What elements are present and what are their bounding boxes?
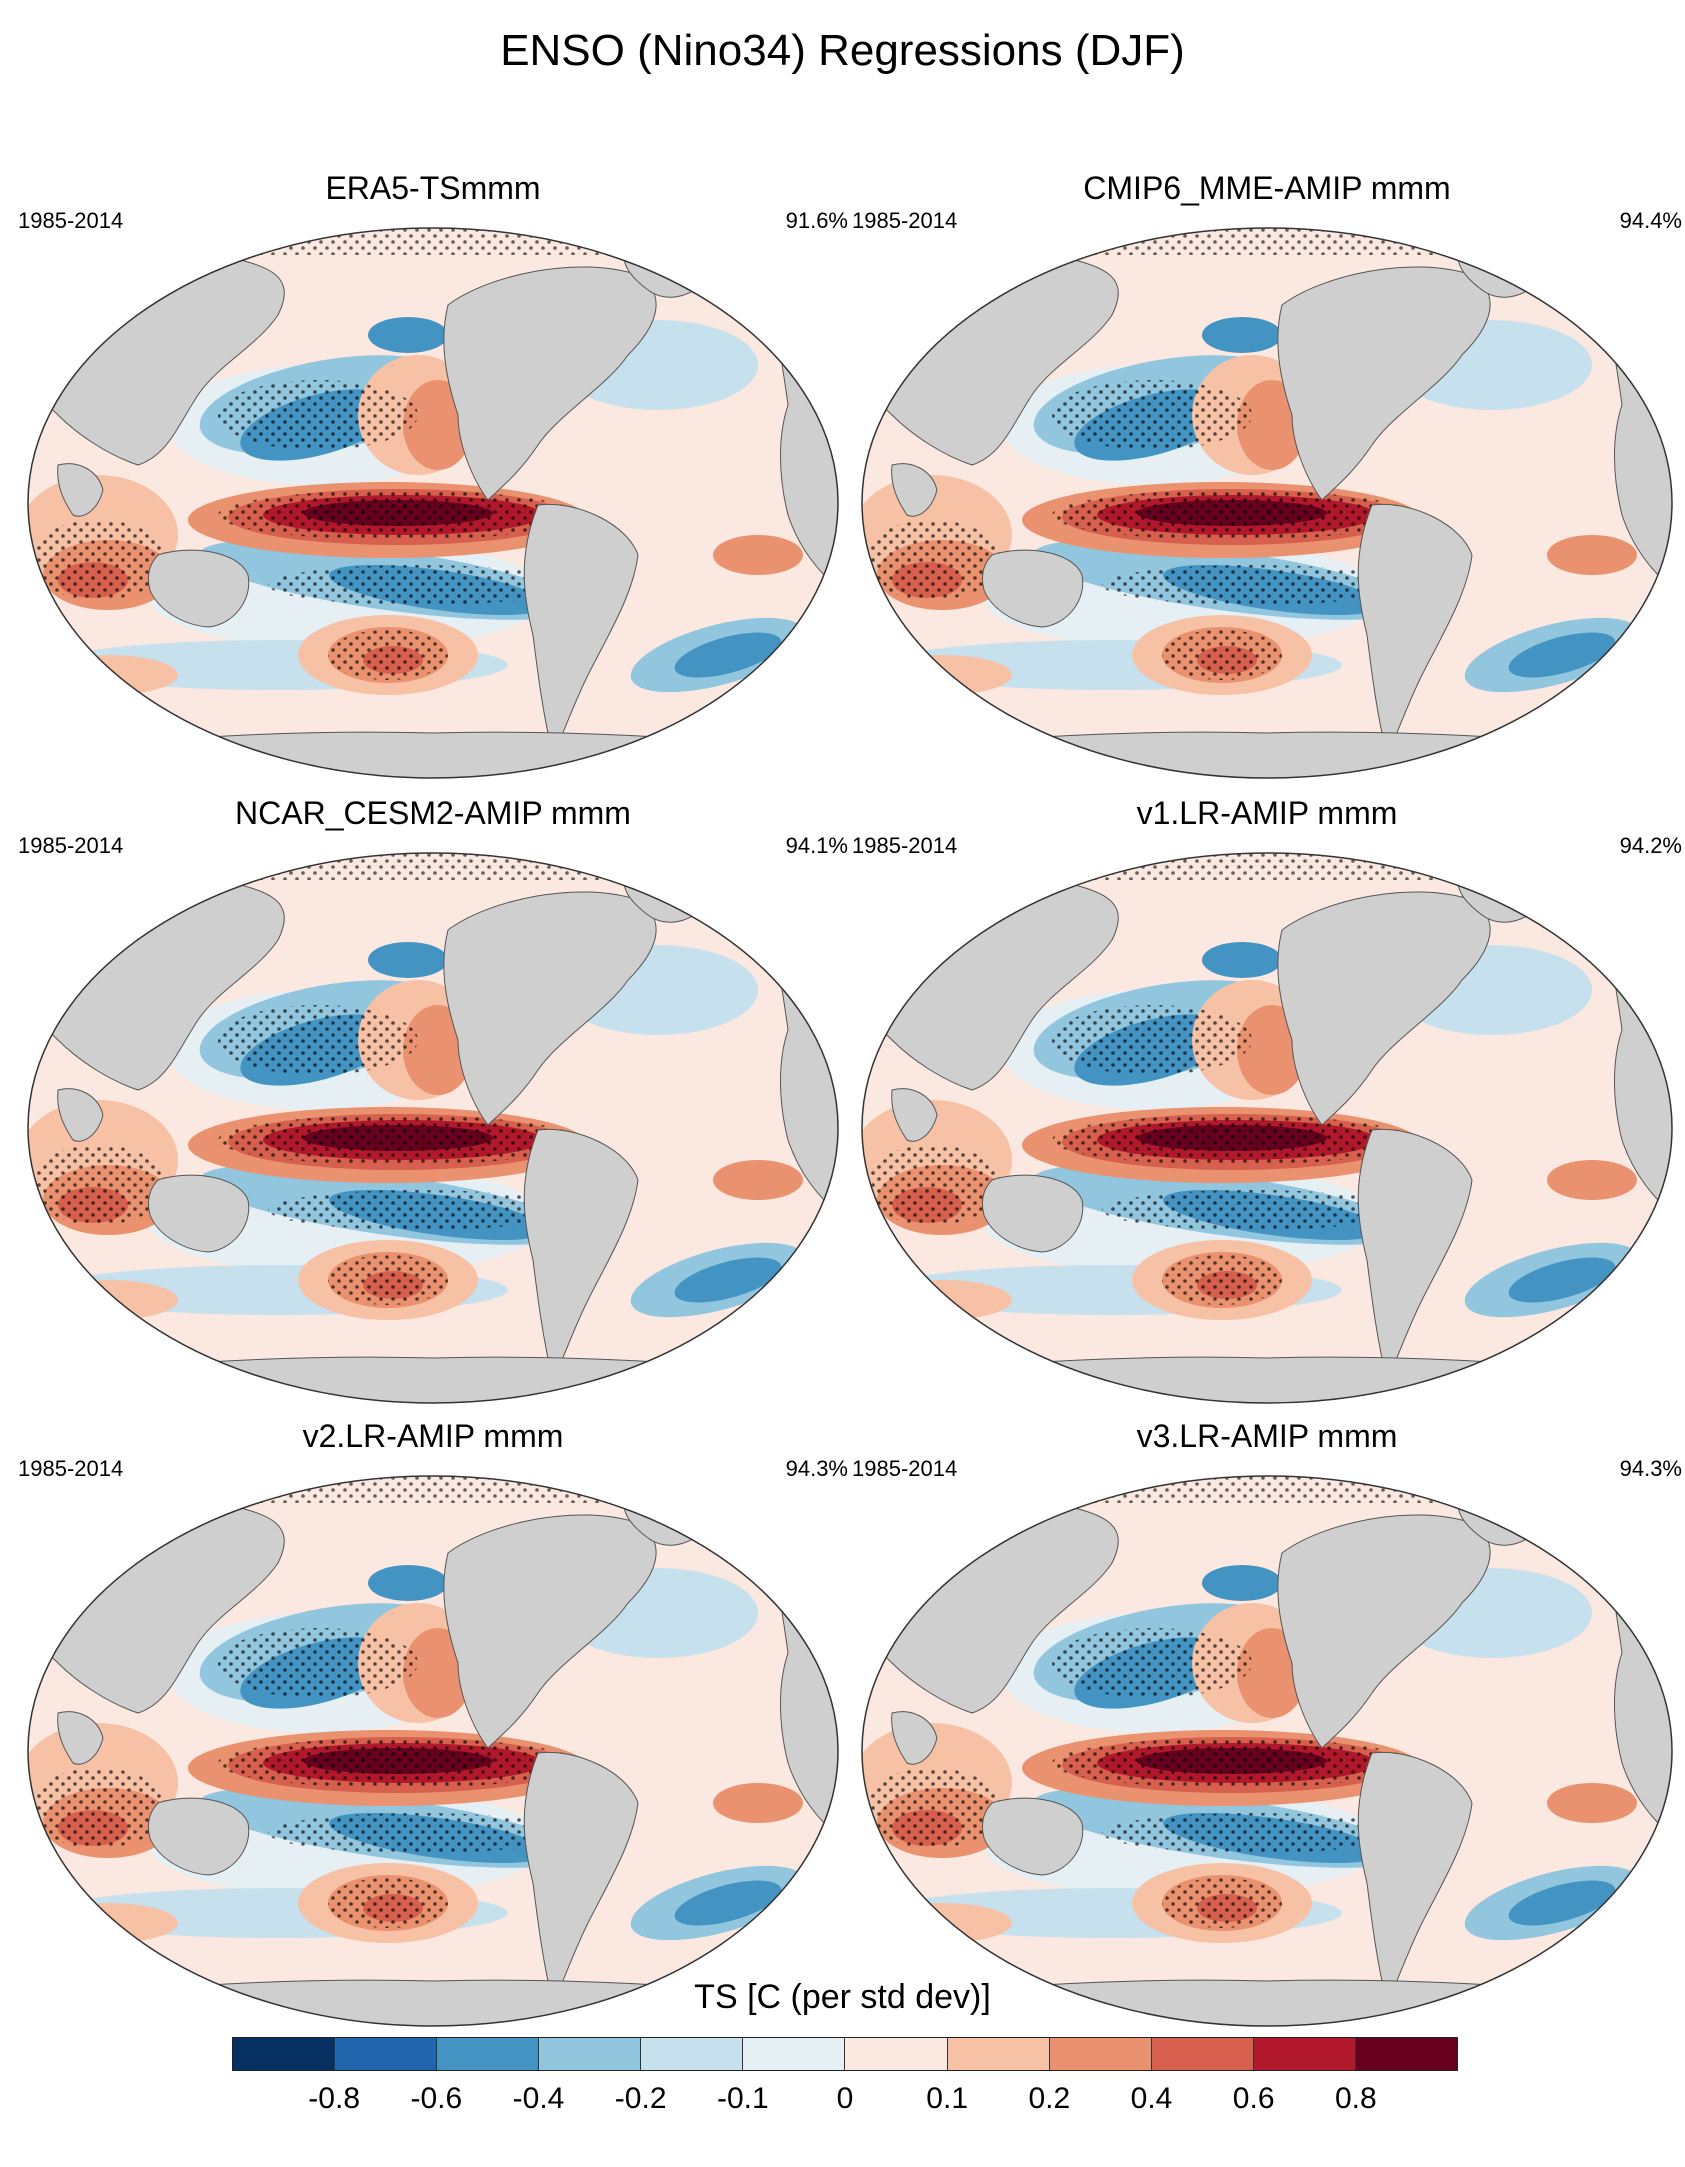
colorbar-segment <box>233 2038 336 2070</box>
colorbar-segment <box>743 2038 846 2070</box>
period-label: 1985-2014 <box>18 208 124 233</box>
period-label: 1985-2014 <box>852 833 958 858</box>
colorbar-segment <box>845 2038 948 2070</box>
pattern-correlation-label: 91.6% <box>785 208 848 233</box>
panel-title: CMIP6_MME-AMIP mmm <box>1083 170 1451 206</box>
panel-title: v3.LR-AMIP mmm <box>1136 1418 1398 1454</box>
colorbar-segment <box>437 2038 540 2070</box>
colorbar-segment <box>1151 2038 1254 2070</box>
map-panel-2: CMIP6_MME-AMIP mmm 1985-2014 94.4% <box>852 170 1682 790</box>
pattern-correlation-label: 94.1% <box>785 833 848 858</box>
colorbar-tick-label: 0.6 <box>1232 2082 1275 2115</box>
colorbar-tick-label: 0.8 <box>1334 2082 1377 2115</box>
colorbar-tick-label: 0.1 <box>926 2082 969 2115</box>
regression-map <box>861 852 1673 1404</box>
panel-title: NCAR_CESM2-AMIP mmm <box>235 795 631 831</box>
map-panel-6: v3.LR-AMIP mmm 1985-2014 94.3% <box>852 1418 1682 2038</box>
colorbar-title: TS [C (per std dev)] <box>694 1978 991 2016</box>
colorbar-tick-label: -0.6 <box>410 2082 463 2115</box>
panel-title: ERA5-TSmmm <box>325 170 541 206</box>
period-label: 1985-2014 <box>852 1456 958 1481</box>
colorbar-segment <box>539 2038 642 2070</box>
colorbar-segment <box>1253 2038 1356 2070</box>
colorbar-tick-label: 0.4 <box>1130 2082 1173 2115</box>
colorbar-tick-label: -0.8 <box>308 2082 361 2115</box>
colorbar-tick-label: -0.4 <box>512 2082 565 2115</box>
map-panel-4: v1.LR-AMIP mmm 1985-2014 94.2% <box>852 795 1682 1415</box>
regression-map <box>27 1475 839 2027</box>
map-panel-5: v2.LR-AMIP mmm 1985-2014 94.3% <box>18 1418 848 2038</box>
colorbar-tick-label: -0.2 <box>614 2082 667 2115</box>
panel-title: v1.LR-AMIP mmm <box>1136 795 1398 831</box>
colorbar <box>232 2037 1458 2071</box>
pattern-correlation-label: 94.2% <box>1619 833 1682 858</box>
colorbar-segment <box>1049 2038 1152 2070</box>
pattern-correlation-label: 94.3% <box>1619 1456 1682 1481</box>
map-panel-3: NCAR_CESM2-AMIP mmm 1985-2014 94.1% <box>18 795 848 1415</box>
colorbar-tick-label: 0.2 <box>1028 2082 1071 2115</box>
figure-title: ENSO (Nino34) Regressions (DJF) <box>500 26 1185 75</box>
period-label: 1985-2014 <box>852 208 958 233</box>
colorbar-segment <box>335 2038 438 2070</box>
regression-map <box>861 227 1673 779</box>
pattern-correlation-label: 94.4% <box>1619 208 1682 233</box>
map-panel-1: ERA5-TSmmm 1985-2014 91.6% <box>18 170 848 790</box>
period-label: 1985-2014 <box>18 1456 124 1481</box>
colorbar-segment <box>947 2038 1050 2070</box>
pattern-correlation-label: 94.3% <box>785 1456 848 1481</box>
regression-map <box>27 852 839 1404</box>
colorbar-tick-label: 0 <box>836 2082 854 2115</box>
colorbar-tick-label: -0.1 <box>716 2082 769 2115</box>
regression-map <box>27 227 839 779</box>
panel-title: v2.LR-AMIP mmm <box>302 1418 564 1454</box>
colorbar-segment <box>1355 2038 1457 2070</box>
colorbar-segment <box>641 2038 744 2070</box>
regression-map <box>861 1475 1673 2027</box>
period-label: 1985-2014 <box>18 833 124 858</box>
